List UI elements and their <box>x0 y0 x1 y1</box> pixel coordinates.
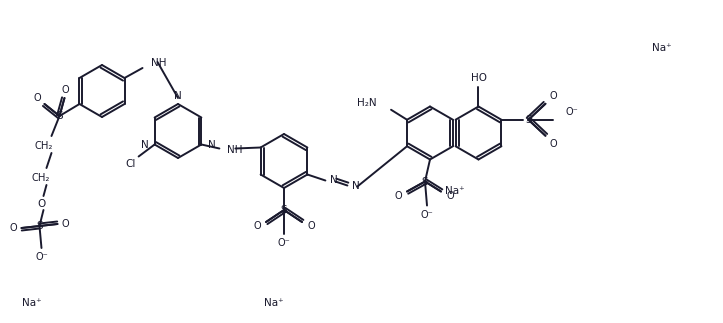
Text: S: S <box>525 115 531 125</box>
Text: CH₂: CH₂ <box>34 141 53 151</box>
Text: S: S <box>56 111 63 121</box>
Text: O⁻: O⁻ <box>565 107 578 117</box>
Text: O: O <box>9 223 17 233</box>
Text: Na⁺: Na⁺ <box>445 186 465 196</box>
Text: O: O <box>446 191 454 201</box>
Text: O: O <box>34 93 41 103</box>
Text: O: O <box>394 191 402 201</box>
Text: N: N <box>141 140 148 150</box>
Text: CH₂: CH₂ <box>31 173 50 183</box>
Text: O: O <box>549 139 557 149</box>
Text: S: S <box>281 205 287 215</box>
Text: Cl: Cl <box>125 159 136 169</box>
Text: HO: HO <box>471 72 487 82</box>
Text: O⁻: O⁻ <box>35 252 48 262</box>
Text: N: N <box>330 174 338 184</box>
Text: NH: NH <box>227 144 243 154</box>
Text: S: S <box>422 176 428 186</box>
Text: NH: NH <box>150 58 166 68</box>
Text: Na⁺: Na⁺ <box>264 298 284 308</box>
Text: O⁻: O⁻ <box>278 238 291 248</box>
Text: N: N <box>208 140 215 150</box>
Text: O: O <box>549 91 557 101</box>
Text: N: N <box>174 91 182 101</box>
Text: O: O <box>61 219 69 229</box>
Text: O: O <box>307 221 315 231</box>
Text: S: S <box>36 221 43 231</box>
Text: N: N <box>352 181 360 191</box>
Text: Na⁺: Na⁺ <box>22 298 42 308</box>
Text: O: O <box>38 199 46 209</box>
Text: O: O <box>61 85 69 95</box>
Text: Na⁺: Na⁺ <box>652 43 672 53</box>
Text: H₂N: H₂N <box>357 98 377 108</box>
Text: O: O <box>253 221 261 231</box>
Text: O⁻: O⁻ <box>421 210 433 220</box>
